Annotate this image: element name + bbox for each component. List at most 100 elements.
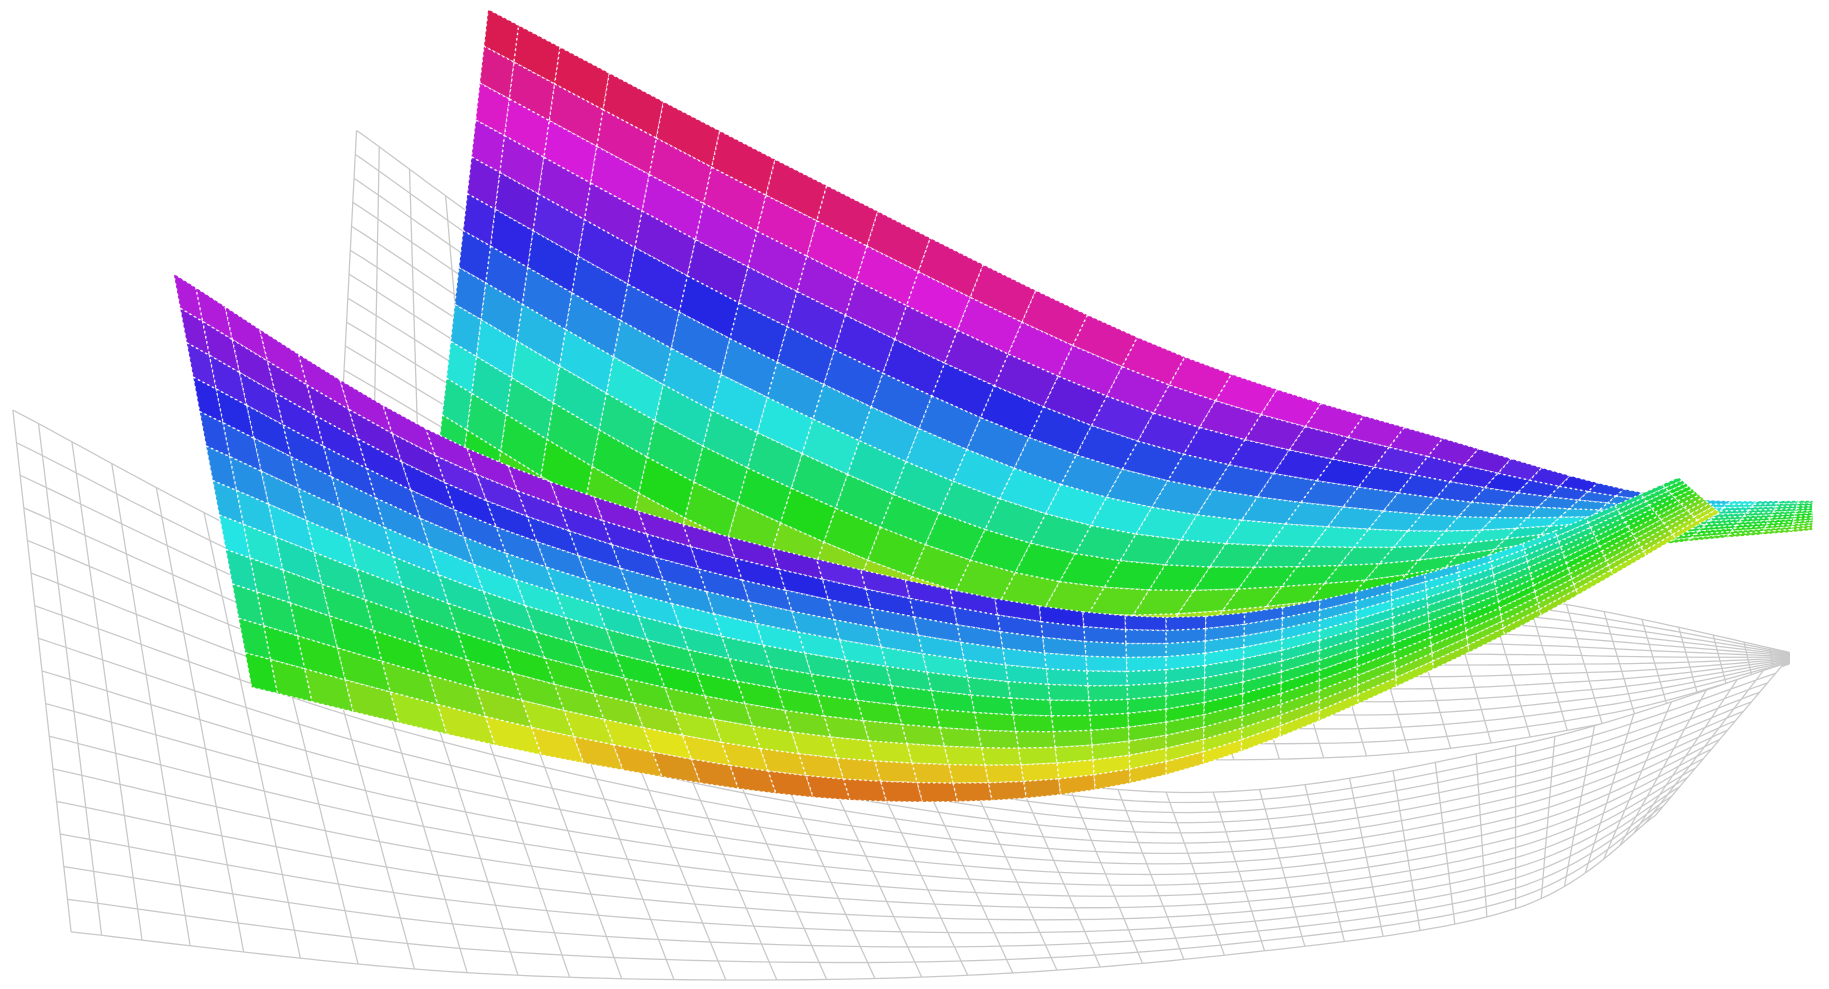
surface-cell — [1403, 554, 1460, 576]
surface-cell — [710, 129, 776, 197]
surface-cell — [866, 526, 927, 578]
surface-cell — [1535, 578, 1575, 605]
surface-cell — [1627, 511, 1660, 532]
surface-cell — [612, 743, 664, 778]
surface-cell — [572, 735, 625, 771]
surface-cell — [1020, 762, 1060, 783]
surface-cell — [1047, 683, 1090, 702]
surface-cell — [1483, 472, 1532, 494]
surface-cell — [1280, 564, 1341, 588]
surface-cell — [1125, 656, 1167, 673]
surface-cell — [1279, 699, 1321, 727]
wire-line — [71, 814, 1656, 981]
surface-cell — [905, 427, 968, 483]
surface-cell — [1179, 514, 1243, 545]
surface-cell — [400, 460, 456, 512]
surface-cell — [973, 711, 1017, 733]
surface-cell — [1470, 486, 1520, 506]
surface-cell — [998, 571, 1061, 611]
surface-cell — [1125, 642, 1167, 659]
surface-cell — [801, 418, 861, 476]
surface-cell — [858, 406, 920, 463]
surface-cell — [237, 617, 272, 661]
surface-cell — [1082, 611, 1127, 631]
surface-cell — [1605, 542, 1642, 567]
surface-cell — [548, 82, 604, 148]
surface-cell — [1392, 530, 1447, 549]
surface-cell — [1089, 496, 1154, 535]
surface-cell — [1489, 542, 1526, 563]
surface-cell — [483, 8, 520, 64]
surface-cell — [712, 613, 765, 647]
surface-cell — [1501, 602, 1541, 630]
surface-cell — [697, 568, 751, 603]
surface-cell — [956, 296, 1023, 356]
surface-cell — [453, 266, 487, 321]
surface-cell — [1575, 569, 1615, 597]
surface-cell — [549, 480, 605, 522]
surface-cell — [1355, 616, 1394, 640]
surface-cell — [987, 780, 1028, 802]
surface-cell — [282, 423, 334, 479]
surface-cell — [1052, 729, 1093, 749]
surface-cell — [844, 279, 908, 341]
surface-cell — [705, 590, 758, 625]
surface-cell — [1163, 539, 1228, 568]
surface-cell — [637, 615, 690, 651]
surface-cell — [1609, 550, 1648, 576]
surface-cell — [1693, 527, 1736, 536]
surface-cell — [465, 658, 524, 702]
surface-cell — [822, 507, 882, 562]
surface-cell — [1466, 620, 1505, 647]
surface-cell — [501, 645, 556, 686]
surface-cell — [984, 764, 1025, 784]
surface-cell — [508, 61, 556, 122]
surface-cell — [1204, 635, 1245, 655]
surface-cell — [1126, 695, 1167, 715]
wire-fill — [12, 410, 1784, 981]
surface-cell — [1420, 497, 1474, 518]
surface-cell — [654, 383, 713, 448]
surface-cell — [391, 432, 447, 485]
surface-cell — [1497, 584, 1536, 610]
surface-cell — [1242, 638, 1283, 660]
surface-cell — [463, 536, 517, 581]
surface-cell — [1150, 480, 1215, 516]
surface-cell — [1624, 507, 1657, 528]
surface-cell — [266, 359, 317, 418]
surface-cell — [1121, 336, 1186, 386]
surface-cell — [456, 630, 514, 675]
surface-cell — [1022, 778, 1062, 799]
surface-cell — [211, 479, 245, 526]
surface-cell — [1573, 564, 1612, 591]
surface-cell — [1504, 492, 1551, 509]
surface-cell — [1392, 612, 1430, 636]
surface-cell — [521, 266, 573, 331]
surface-cell — [1195, 489, 1259, 521]
surface-cell — [943, 745, 986, 766]
surface-cell — [526, 515, 580, 557]
surface-cell — [1456, 554, 1492, 574]
surface-cell — [1598, 529, 1635, 553]
surface-cell — [605, 628, 658, 665]
surface-cell — [1558, 475, 1600, 493]
surface-cell — [906, 743, 950, 766]
surface-cell — [1534, 572, 1573, 599]
surface-cell — [905, 270, 972, 332]
surface-cell — [1241, 692, 1282, 718]
surface-cell — [1242, 660, 1283, 683]
surface-cell — [553, 683, 606, 721]
surface-cell — [1202, 727, 1243, 753]
surface-cell — [797, 752, 845, 780]
surface-cell — [1532, 567, 1572, 593]
surface-cell — [885, 665, 933, 692]
surface-cell — [552, 365, 608, 432]
surface-cell — [751, 725, 800, 755]
surface-cell — [1090, 395, 1155, 443]
surface-cell — [1496, 578, 1535, 603]
surface-cell — [553, 46, 611, 111]
surface-cell — [1165, 627, 1207, 645]
surface-cell — [908, 597, 959, 626]
surface-cell — [441, 377, 473, 432]
